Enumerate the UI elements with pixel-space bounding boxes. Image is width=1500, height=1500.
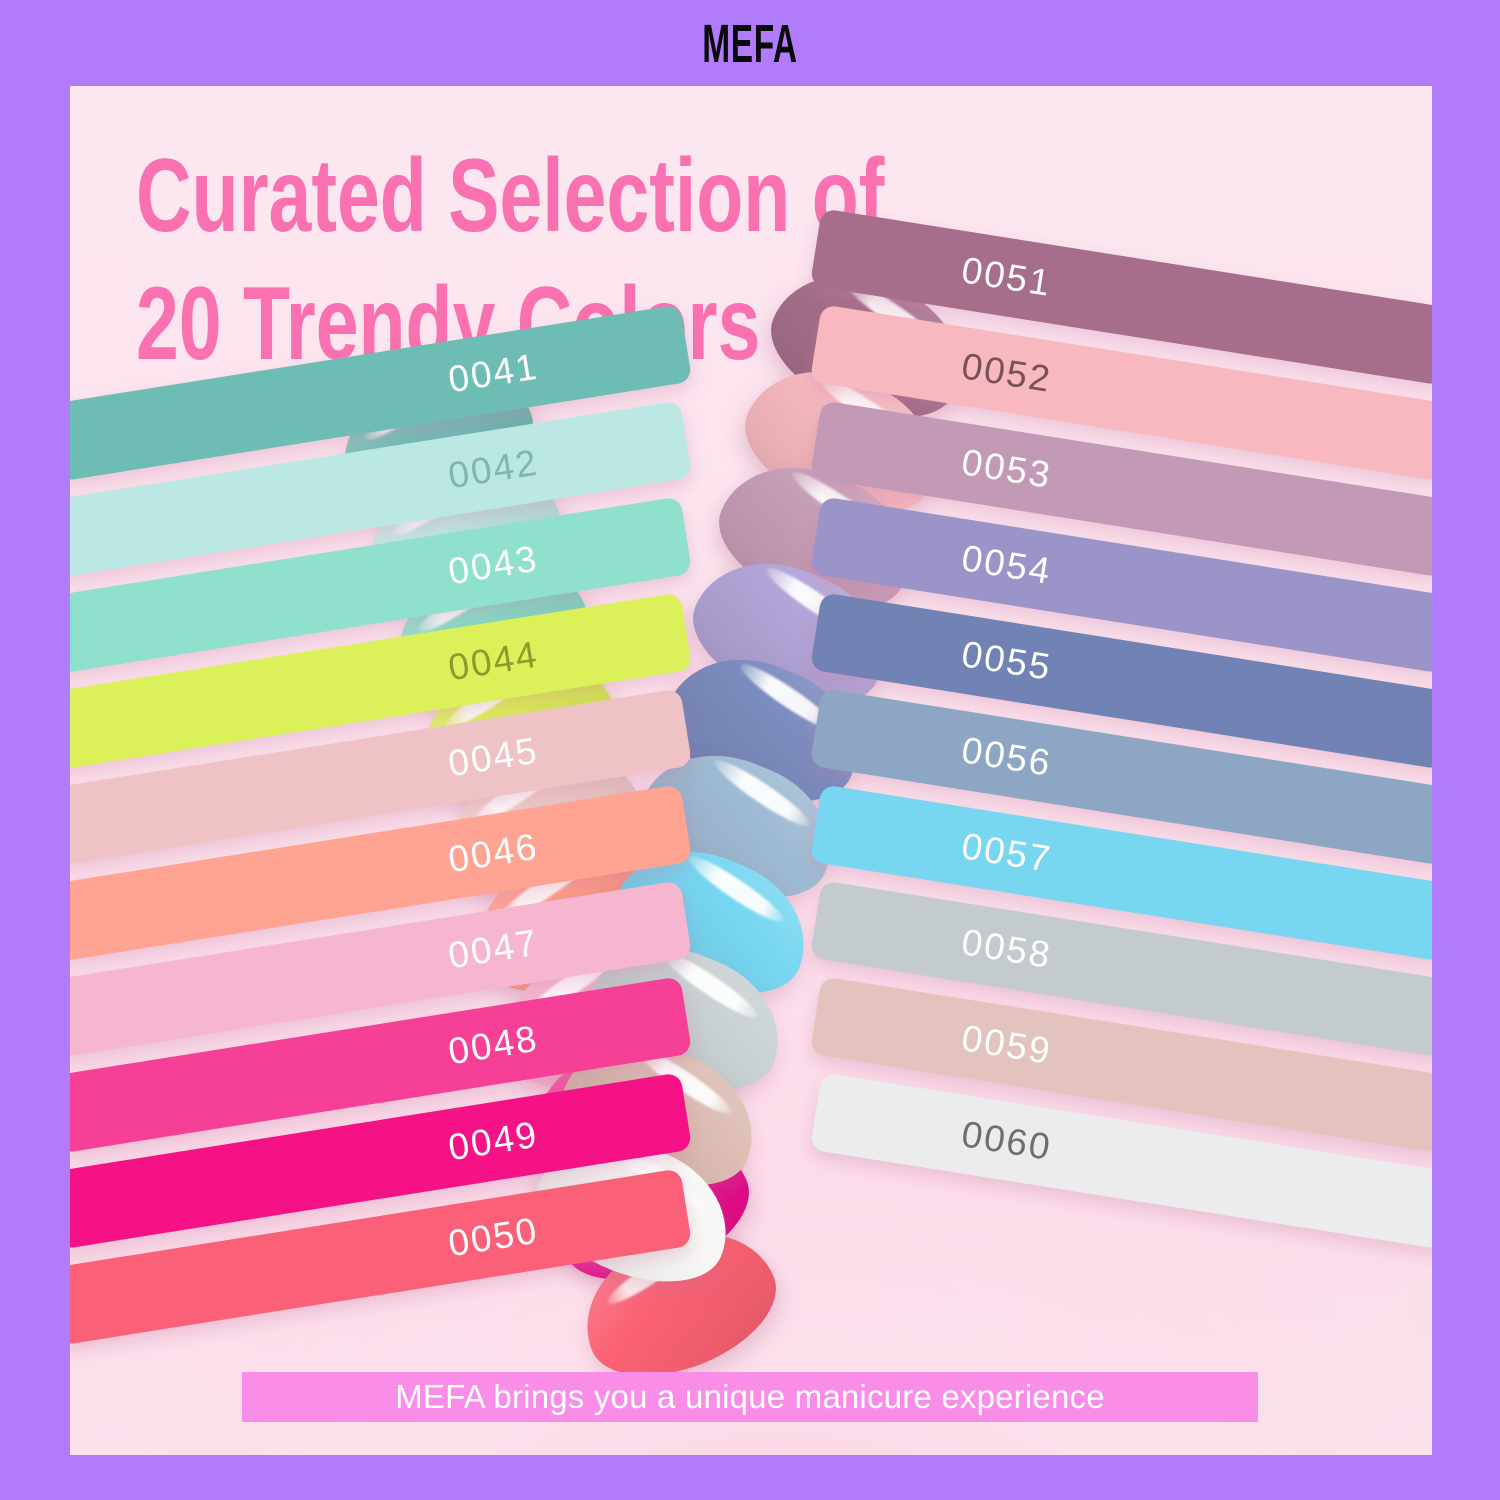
swatch-code-0045: 0045: [445, 729, 542, 785]
swatch-code-0042: 0042: [445, 441, 542, 497]
swatch-code-0052: 0052: [958, 345, 1055, 400]
tagline-banner: MEFA brings you a unique manicure experi…: [242, 1372, 1258, 1422]
swatch-code-0056: 0056: [958, 729, 1055, 784]
swatch-code-0047: 0047: [445, 921, 542, 977]
swatch-code-0058: 0058: [958, 921, 1055, 976]
swatch-code-0054: 0054: [958, 537, 1055, 592]
swatch-code-0049: 0049: [445, 1113, 542, 1169]
swatch-code-0057: 0057: [958, 825, 1055, 880]
swatch-code-0044: 0044: [445, 633, 542, 689]
swatch-code-0041: 0041: [445, 345, 542, 401]
headline-line-1: Curated Selection of: [136, 138, 885, 254]
swatch-code-0046: 0046: [445, 825, 542, 881]
swatch-code-0048: 0048: [445, 1017, 542, 1073]
brand-title: MEFA: [702, 14, 798, 74]
swatch-code-0051: 0051: [958, 249, 1055, 304]
swatch-code-0043: 0043: [445, 537, 542, 593]
swatch-code-0060: 0060: [958, 1113, 1055, 1168]
swatch-code-0050: 0050: [445, 1209, 542, 1265]
swatch-code-0055: 0055: [958, 633, 1055, 688]
swatch-code-0059: 0059: [958, 1017, 1055, 1072]
content-panel: Curated Selection of 20 Trendy Colors 00…: [70, 86, 1432, 1455]
swatch-code-0053: 0053: [958, 441, 1055, 496]
